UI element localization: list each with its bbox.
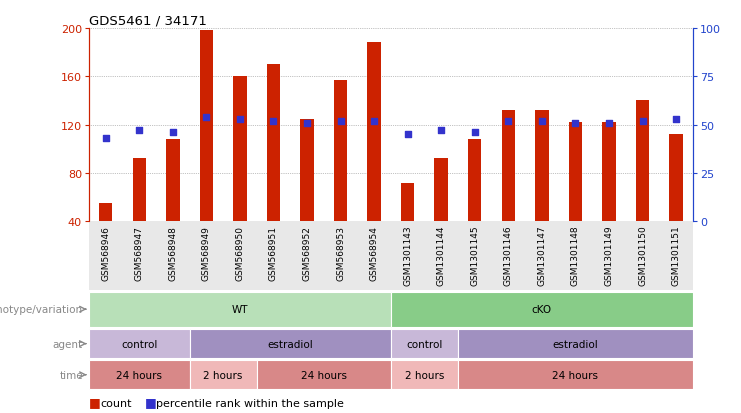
Text: GDS5461 / 34171: GDS5461 / 34171 [89, 15, 207, 28]
Bar [502, 111, 515, 222]
Bar [568, 123, 582, 222]
Point [133, 128, 145, 134]
Bar [233, 77, 247, 222]
Bar [368, 43, 381, 222]
Bar [190, 361, 256, 389]
Bar [535, 111, 548, 222]
Bar [89, 292, 391, 327]
Bar [190, 330, 391, 358]
Text: GSM568953: GSM568953 [336, 225, 345, 280]
Text: GSM1301145: GSM1301145 [471, 225, 479, 285]
Point [502, 118, 514, 125]
Bar [401, 183, 414, 222]
Text: estradiol: estradiol [553, 339, 598, 349]
Text: GSM1301148: GSM1301148 [571, 225, 580, 285]
Point [603, 120, 615, 127]
Bar [458, 330, 693, 358]
Point [268, 118, 279, 125]
Point [200, 114, 212, 121]
Text: 2 hours: 2 hours [204, 370, 243, 380]
Text: GSM568951: GSM568951 [269, 225, 278, 280]
Point [402, 132, 413, 138]
Text: GSM1301149: GSM1301149 [605, 225, 614, 285]
Bar [602, 123, 616, 222]
Bar [256, 361, 391, 389]
Text: time: time [59, 370, 83, 380]
Bar [267, 65, 280, 222]
Point [234, 116, 246, 123]
Text: cKO: cKO [532, 304, 552, 314]
Text: 2 hours: 2 hours [405, 370, 444, 380]
Text: percentile rank within the sample: percentile rank within the sample [156, 398, 344, 408]
Text: WT: WT [232, 304, 248, 314]
Point [570, 120, 582, 127]
Point [301, 120, 313, 127]
Bar [669, 135, 682, 222]
Text: GSM568952: GSM568952 [302, 225, 311, 280]
Bar [334, 81, 348, 222]
Bar [391, 361, 458, 389]
Point [435, 128, 447, 134]
Point [335, 118, 347, 125]
Text: control: control [406, 339, 442, 349]
Point [637, 118, 648, 125]
Text: GSM568948: GSM568948 [168, 225, 177, 280]
Text: estradiol: estradiol [268, 339, 313, 349]
Bar [199, 31, 213, 222]
Bar [300, 119, 313, 222]
Text: ■: ■ [144, 395, 156, 408]
Text: GSM568950: GSM568950 [236, 225, 245, 280]
Bar [89, 330, 190, 358]
Bar [636, 101, 649, 222]
Text: GSM568946: GSM568946 [102, 225, 110, 280]
Text: GSM568954: GSM568954 [370, 225, 379, 280]
Text: GSM1301151: GSM1301151 [671, 225, 680, 286]
Bar [391, 330, 458, 358]
Text: GSM568947: GSM568947 [135, 225, 144, 280]
Text: GSM1301150: GSM1301150 [638, 225, 647, 286]
Bar [458, 361, 693, 389]
Bar [468, 140, 482, 222]
Text: control: control [121, 339, 157, 349]
Text: ■: ■ [89, 395, 101, 408]
Bar [166, 140, 179, 222]
Bar [434, 159, 448, 222]
Bar [89, 361, 190, 389]
Point [469, 130, 481, 136]
Bar [391, 292, 693, 327]
Point [670, 116, 682, 123]
Text: GSM1301144: GSM1301144 [436, 225, 445, 285]
Text: count: count [100, 398, 132, 408]
Point [167, 130, 179, 136]
Text: 24 hours: 24 hours [301, 370, 347, 380]
Text: GSM1301143: GSM1301143 [403, 225, 412, 285]
Bar [99, 204, 113, 222]
Point [100, 135, 112, 142]
Text: GSM1301147: GSM1301147 [537, 225, 546, 285]
Text: 24 hours: 24 hours [552, 370, 599, 380]
Text: GSM568949: GSM568949 [202, 225, 211, 280]
Text: genotype/variation: genotype/variation [0, 304, 83, 314]
Text: 24 hours: 24 hours [116, 370, 162, 380]
Bar [133, 159, 146, 222]
Point [368, 118, 380, 125]
Point [536, 118, 548, 125]
Text: agent: agent [53, 339, 83, 349]
Text: GSM1301146: GSM1301146 [504, 225, 513, 285]
